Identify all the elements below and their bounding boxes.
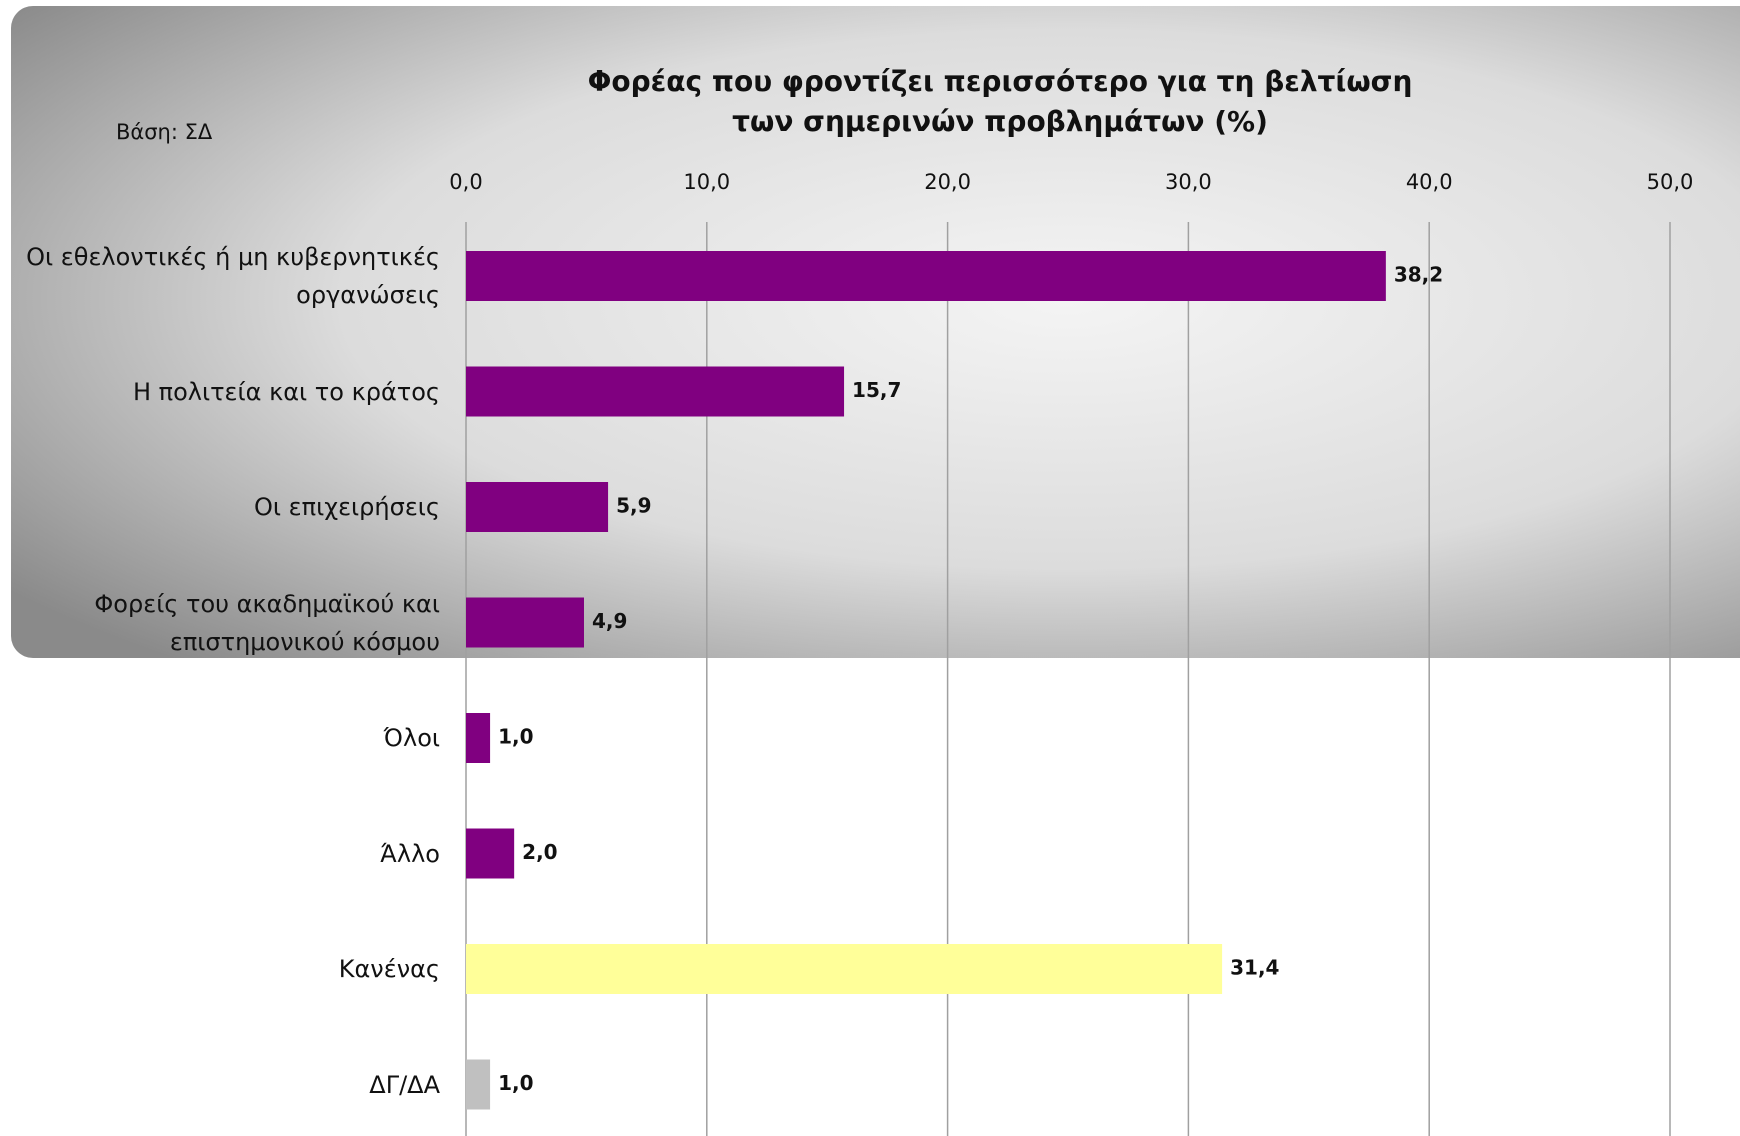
data-label: 31,4	[1230, 956, 1279, 980]
x-tick-label: 20,0	[924, 170, 971, 194]
category-label: Η πολιτεία και το κράτος	[132, 377, 440, 406]
bar	[466, 251, 1386, 301]
data-label: 4,9	[592, 609, 627, 633]
base-note: Βάση: ΣΔ	[116, 120, 213, 144]
chart-title: Φορέας που φροντίζει περισσότερο για τη …	[587, 65, 1413, 138]
bar	[466, 944, 1223, 994]
category-label: Όλοι	[383, 724, 440, 752]
x-tick-label: 0,0	[449, 170, 482, 194]
x-tick-label: 50,0	[1647, 170, 1694, 194]
bar	[466, 482, 609, 532]
category-label: Κανένας	[338, 955, 440, 983]
bar	[466, 366, 845, 417]
data-label: 15,7	[852, 378, 901, 402]
x-tick-label: 40,0	[1406, 170, 1453, 194]
data-label: 2,0	[522, 840, 557, 864]
background-panel	[11, 6, 1740, 658]
category-label: Οι εθελοντικές ή μη κυβερνητικές οργανώσ…	[26, 243, 440, 309]
x-tick-label: 30,0	[1165, 170, 1212, 194]
x-tick-label: 10,0	[683, 170, 730, 194]
data-label: 5,9	[616, 494, 651, 518]
category-label: Οι επιχειρήσεις	[254, 493, 440, 521]
data-label: 38,2	[1394, 263, 1443, 287]
category-label: Άλλο	[380, 839, 440, 868]
category-label: Φορείς του ακαδημαϊκού και επιστημονικού…	[94, 589, 440, 656]
bar	[466, 597, 584, 648]
bar	[466, 713, 491, 763]
bar	[466, 1059, 491, 1110]
category-label: ΔΓ/ΔΑ	[369, 1070, 440, 1099]
bar	[466, 828, 515, 879]
data-label: 1,0	[498, 1071, 533, 1095]
data-label: 1,0	[498, 725, 533, 749]
plot-area: 0,0 10,0 20,0 30,0 40,0 50,0 38,2 15,7 5,9 4,9 1,0…	[449, 170, 1693, 1136]
